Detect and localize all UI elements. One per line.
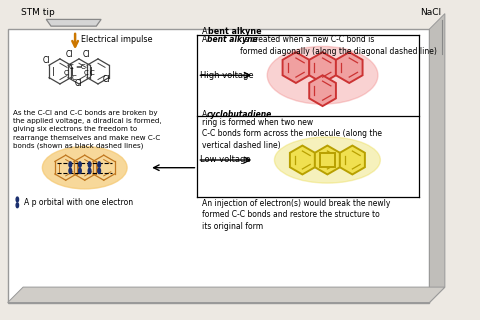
Text: Cl: Cl xyxy=(103,75,110,84)
Text: Cl: Cl xyxy=(66,50,73,59)
Ellipse shape xyxy=(16,197,19,202)
Text: bent alkyne: bent alkyne xyxy=(207,35,258,44)
Polygon shape xyxy=(8,287,445,302)
Polygon shape xyxy=(340,146,365,174)
Text: A: A xyxy=(202,27,210,36)
Text: C: C xyxy=(90,70,95,76)
Text: STM tip: STM tip xyxy=(21,9,55,18)
Text: Cl: Cl xyxy=(74,79,82,88)
Text: A: A xyxy=(202,35,210,44)
Ellipse shape xyxy=(267,46,378,104)
Ellipse shape xyxy=(98,168,100,173)
Polygon shape xyxy=(46,20,101,26)
Text: ring is formed when two new
C-C bonds form across the molecule (along the
vertic: ring is formed when two new C-C bonds fo… xyxy=(202,118,382,150)
Polygon shape xyxy=(290,146,315,174)
Ellipse shape xyxy=(69,162,72,167)
Bar xyxy=(320,153,335,167)
Ellipse shape xyxy=(16,203,19,208)
Ellipse shape xyxy=(79,168,81,173)
Polygon shape xyxy=(309,52,336,83)
Ellipse shape xyxy=(88,162,91,167)
Polygon shape xyxy=(315,146,340,174)
Ellipse shape xyxy=(98,162,100,167)
Ellipse shape xyxy=(88,168,91,173)
Text: C: C xyxy=(68,64,73,69)
Ellipse shape xyxy=(79,162,81,167)
Text: is created when a new C-C bond is
formed diagonally (along the diagonal dashed l: is created when a new C-C bond is formed… xyxy=(240,35,437,56)
Text: As the C-Cl and C-C bonds are broken by
the applied voltage, a diradical is form: As the C-Cl and C-C bonds are broken by … xyxy=(12,110,161,149)
Text: Cl: Cl xyxy=(83,50,90,59)
Text: Cl: Cl xyxy=(43,56,50,65)
Text: bent alkyne: bent alkyne xyxy=(208,27,262,36)
Text: An injection of electron(s) would break the newly
formed C-C bonds and restore t: An injection of electron(s) would break … xyxy=(202,198,391,231)
Ellipse shape xyxy=(42,147,127,189)
Ellipse shape xyxy=(69,168,72,173)
Text: cyclobutadiene: cyclobutadiene xyxy=(207,110,272,119)
Text: A: A xyxy=(202,110,210,119)
Polygon shape xyxy=(283,52,309,83)
Polygon shape xyxy=(309,75,336,106)
Polygon shape xyxy=(336,52,362,83)
Polygon shape xyxy=(430,14,445,302)
Text: C: C xyxy=(84,70,89,76)
Text: A bent alkyne is created when a new C-C bond is
formed diagonally (along the dia: A bent alkyne is created when a new C-C … xyxy=(202,27,399,46)
Text: NaCl: NaCl xyxy=(420,9,441,18)
Text: C: C xyxy=(64,70,69,76)
Text: C: C xyxy=(72,75,77,81)
Text: Low voltage: Low voltage xyxy=(200,156,251,164)
Text: =C: =C xyxy=(75,64,86,69)
Ellipse shape xyxy=(275,137,380,183)
FancyBboxPatch shape xyxy=(8,29,430,302)
Text: Electrical impulse: Electrical impulse xyxy=(81,35,152,44)
Text: High voltage: High voltage xyxy=(200,71,254,80)
Text: A p orbital with one electron: A p orbital with one electron xyxy=(24,198,133,207)
